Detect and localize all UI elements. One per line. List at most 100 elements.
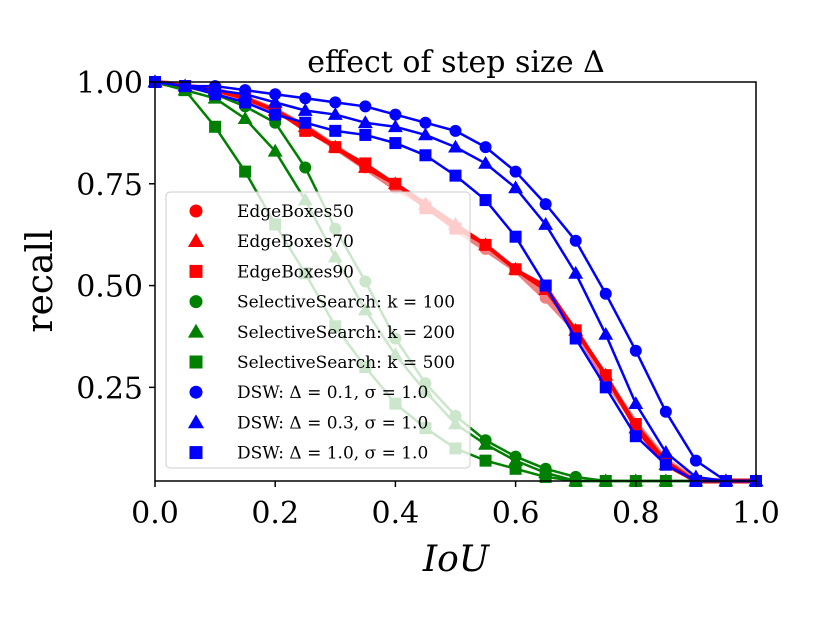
x-tick-label: 0.6	[492, 496, 540, 531]
data-point	[418, 127, 433, 141]
data-point	[599, 369, 612, 382]
legend-marker	[189, 264, 203, 278]
data-point	[478, 436, 493, 450]
legend-marker	[187, 233, 205, 248]
data-point	[539, 198, 552, 211]
data-point	[509, 230, 522, 243]
data-point	[209, 88, 222, 101]
data-point	[267, 143, 283, 157]
x-tick-label: 1.0	[732, 496, 780, 531]
legend-box	[165, 191, 471, 469]
legend-marker	[189, 446, 203, 460]
data-point	[658, 445, 674, 458]
data-point	[389, 177, 402, 190]
series-8	[149, 76, 762, 487]
data-point	[508, 180, 524, 194]
data-point	[569, 234, 582, 247]
x-tick-label: 0.0	[131, 496, 179, 531]
data-point	[449, 169, 462, 182]
data-point	[297, 103, 313, 116]
data-point	[569, 332, 582, 345]
data-point	[359, 128, 372, 141]
legend-marker	[189, 204, 203, 218]
data-point	[478, 155, 493, 169]
data-point	[389, 108, 402, 121]
data-point	[599, 381, 612, 394]
legend-label: SelectiveSearch: k = 200	[237, 323, 455, 343]
legend-marker	[189, 385, 203, 399]
legend-marker	[187, 414, 205, 429]
data-point	[448, 139, 463, 153]
data-point	[419, 116, 432, 129]
data-point	[269, 108, 282, 121]
data-point	[628, 396, 644, 409]
legend-label: SelectiveSearch: k = 500	[237, 353, 455, 373]
legend-marker	[187, 323, 205, 338]
legend-marker	[189, 355, 203, 369]
legend-label: SelectiveSearch: k = 100	[237, 293, 455, 313]
plot-frame	[154, 81, 757, 482]
data-point	[479, 141, 492, 154]
data-point	[479, 454, 492, 467]
data-point	[239, 165, 252, 178]
data-point	[538, 217, 554, 230]
data-point	[359, 157, 372, 170]
data-point	[599, 287, 612, 300]
y-tick-label: 0.50	[76, 270, 143, 305]
x-tick-label: 0.4	[372, 496, 420, 531]
legend-marker	[189, 295, 203, 309]
data-point	[267, 94, 283, 108]
data-point	[539, 279, 552, 292]
data-point	[629, 418, 642, 430]
x-axis-ticks: 0.0 0.2 0.4 0.6 0.8 1.0	[131, 481, 780, 531]
y-axis-label: recall	[20, 229, 61, 332]
data-point	[389, 137, 402, 150]
data-point	[419, 149, 432, 162]
data-point	[689, 454, 702, 467]
data-point	[209, 120, 222, 133]
data-point	[509, 165, 522, 178]
data-point	[359, 100, 372, 113]
data-point	[357, 115, 373, 129]
data-point	[568, 265, 584, 279]
data-point	[629, 344, 642, 357]
data-point	[659, 405, 672, 418]
data-point	[509, 462, 522, 475]
x-tick-label: 0.2	[251, 496, 299, 531]
y-tick-label: 1.00	[76, 66, 143, 101]
data-point	[387, 119, 403, 133]
data-point	[509, 263, 522, 276]
legend-label: DSW: Δ = 0.3, σ = 1.0	[237, 413, 428, 433]
data-point	[239, 96, 252, 109]
y-tick-label: 0.25	[76, 371, 143, 406]
data-point	[659, 458, 672, 471]
data-point	[299, 116, 312, 129]
y-tick-label: 0.75	[76, 168, 143, 203]
legend: EdgeBoxes50 EdgeBoxes70 EdgeBoxes90 Selecti…	[165, 191, 471, 469]
legend-label: DSW: Δ = 0.1, σ = 1.0	[237, 383, 428, 403]
data-point	[539, 470, 552, 483]
data-point	[299, 92, 312, 105]
legend-label: DSW: Δ = 1.0, σ = 1.0	[237, 444, 428, 464]
y-axis-ticks: 0.25 0.50 0.75 1.00	[76, 66, 155, 406]
legend-label: EdgeBoxes70	[237, 232, 354, 252]
x-axis-label: IoU	[422, 539, 491, 580]
data-point	[329, 96, 342, 109]
data-point	[479, 238, 492, 251]
data-point	[179, 80, 192, 93]
data-point	[449, 124, 462, 137]
data-point	[329, 124, 342, 137]
data-point	[299, 161, 312, 174]
data-point	[269, 88, 282, 101]
data-point	[598, 326, 614, 340]
data-point	[479, 194, 492, 207]
x-tick-label: 0.8	[612, 496, 660, 531]
chart-title: effect of step size Δ	[307, 45, 605, 80]
legend-label: EdgeBoxes90	[237, 262, 354, 282]
data-point	[327, 107, 343, 120]
data-point	[329, 141, 342, 154]
data-point	[629, 430, 642, 443]
data-point	[237, 111, 253, 124]
legend-label: EdgeBoxes50	[237, 202, 354, 222]
